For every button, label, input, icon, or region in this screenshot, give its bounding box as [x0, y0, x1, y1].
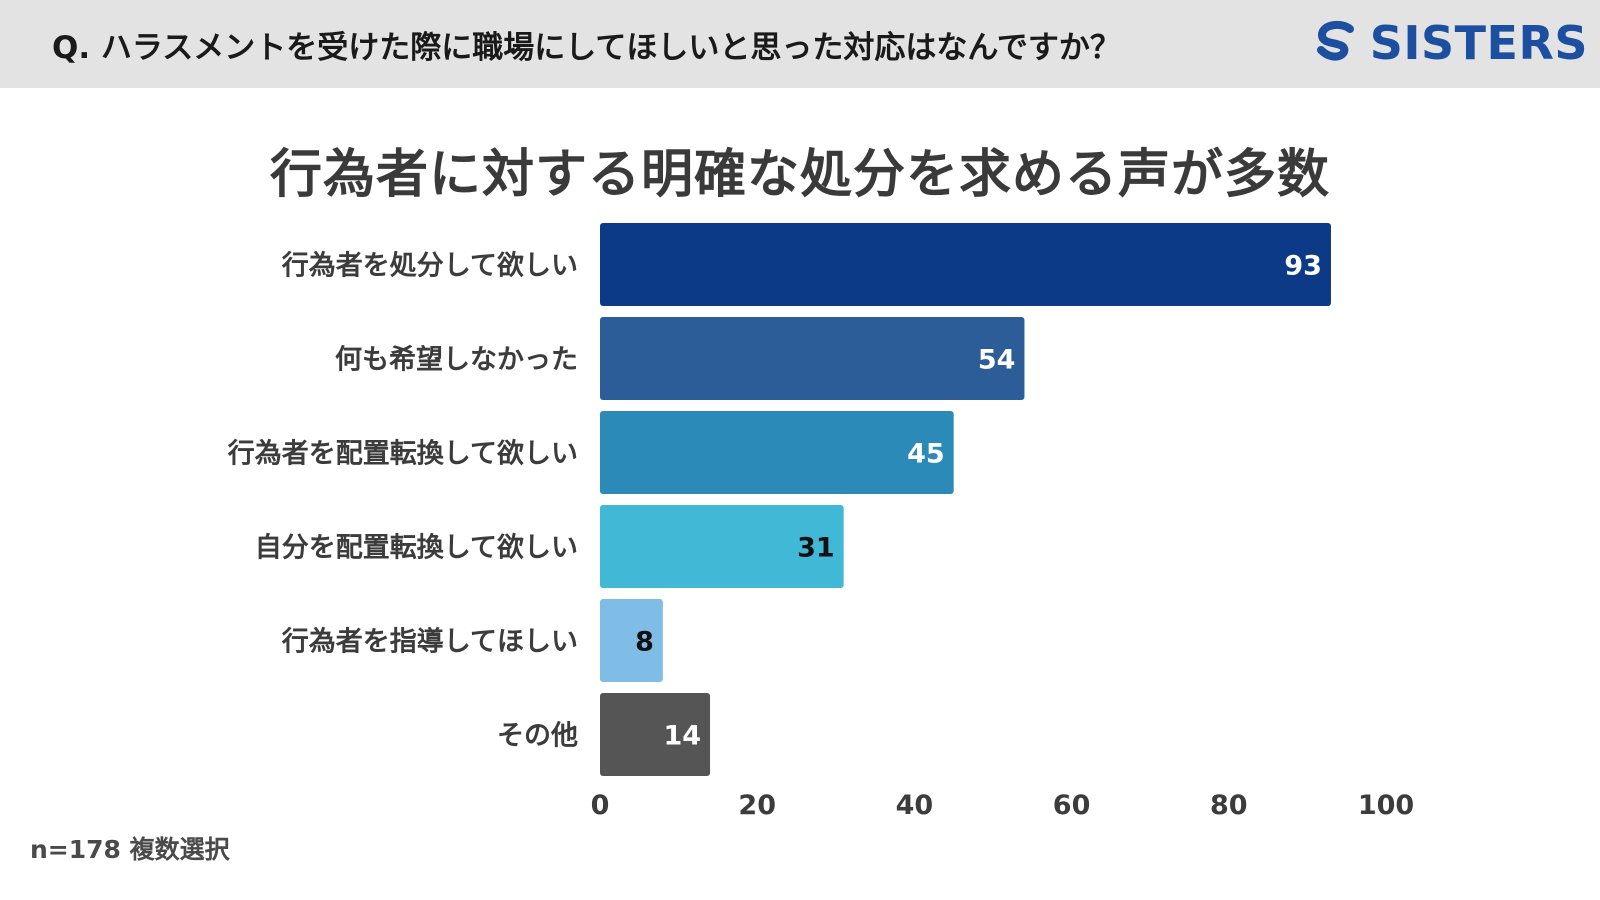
bar-4: [600, 599, 663, 682]
category-label: 行為者を処分して欲しい: [281, 250, 578, 282]
category-label: 行為者を指導してほしい: [281, 626, 578, 658]
sample-size-note: n=178 複数選択: [30, 835, 230, 864]
x-tick-label: 80: [1210, 790, 1248, 821]
data-label: 93: [1284, 251, 1322, 282]
x-tick-label: 0: [591, 790, 610, 821]
category-label: 行為者を配置転換して欲しい: [227, 438, 578, 470]
chart-title: 行為者に対する明確な処分を求める声が多数: [269, 145, 1330, 205]
data-label: 45: [907, 439, 945, 470]
logo-text: SISTERS: [1369, 16, 1588, 70]
x-tick-label: 40: [896, 790, 934, 821]
question-text: Q. ハラスメントを受けた際に職場にしてほしいと思った対応はなんですか？: [52, 30, 1121, 66]
sisters-logo-icon: [1316, 20, 1354, 61]
bar-2: [600, 411, 954, 494]
x-tick-label: 60: [1053, 790, 1091, 821]
data-label: 14: [663, 721, 701, 752]
x-tick-label: 100: [1358, 790, 1414, 821]
category-label: 何も希望しなかった: [335, 345, 578, 376]
data-label: 31: [797, 533, 835, 564]
category-label: 自分を配置転換して欲しい: [255, 532, 578, 564]
category-label: その他: [497, 721, 578, 752]
bar-5: [600, 693, 711, 776]
bar-0: [600, 223, 1331, 306]
bar-1: [600, 317, 1025, 400]
x-tick-label: 20: [738, 790, 776, 821]
bar-3: [600, 505, 844, 588]
brand-logo: SISTERS: [1312, 16, 1588, 70]
data-label: 8: [635, 627, 654, 658]
header-bar: Q. ハラスメントを受けた際に職場にしてほしいと思った対応はなんですか？ SIS…: [0, 0, 1600, 88]
data-label: 54: [978, 345, 1016, 376]
